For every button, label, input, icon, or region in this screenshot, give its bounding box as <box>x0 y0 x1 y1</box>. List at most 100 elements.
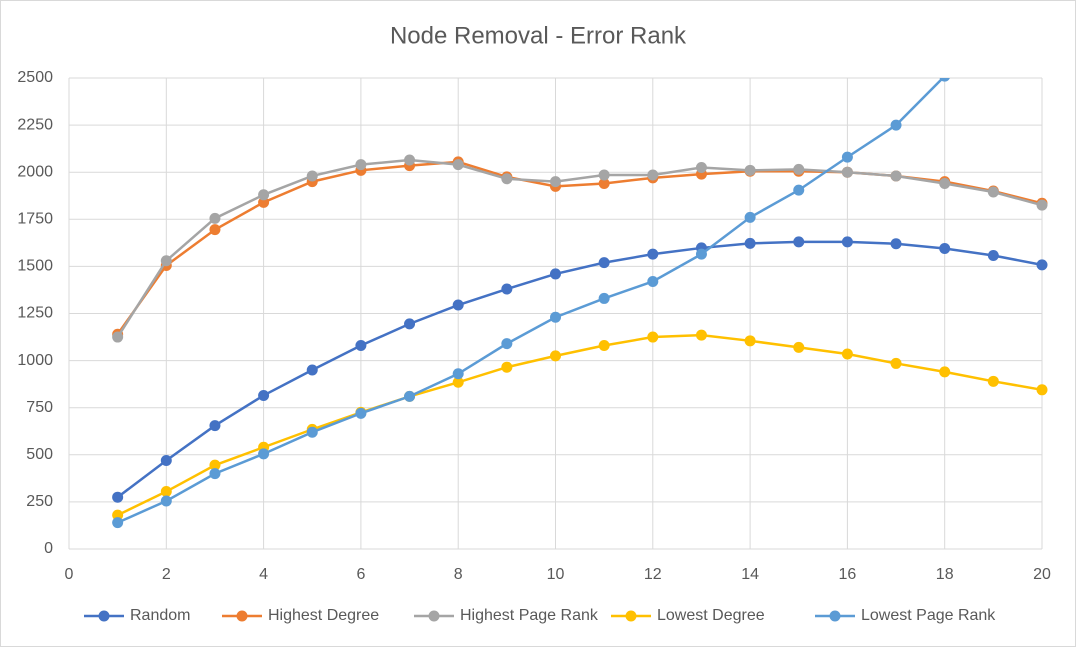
x-tick-label: 12 <box>644 566 662 583</box>
legend-marker <box>236 610 248 622</box>
legend-label: Highest Page Rank <box>460 607 599 624</box>
series-line <box>116 158 1043 338</box>
y-tick-label: 2000 <box>17 163 53 180</box>
data-point <box>793 236 805 248</box>
data-point <box>209 420 221 432</box>
y-tick-label: 0 <box>44 540 53 557</box>
legend-label: Lowest Page Rank <box>861 607 996 624</box>
legend-marker <box>428 610 440 622</box>
data-point <box>209 459 221 471</box>
data-point <box>258 389 270 401</box>
data-point <box>890 119 902 131</box>
plot-area <box>112 78 1048 529</box>
legend-label: Lowest Degree <box>657 607 765 624</box>
data-point <box>501 283 513 295</box>
data-point <box>501 338 513 350</box>
data-point <box>258 448 270 460</box>
y-tick-label: 1500 <box>17 258 53 275</box>
x-tick-label: 8 <box>454 566 463 583</box>
data-point <box>793 163 805 175</box>
data-point <box>160 486 172 498</box>
data-point <box>452 159 464 171</box>
data-point <box>598 257 610 269</box>
y-tick-label: 1750 <box>17 211 53 228</box>
data-point <box>793 184 805 196</box>
data-point <box>647 169 659 181</box>
data-point <box>501 173 513 185</box>
data-point <box>355 407 367 419</box>
data-point <box>890 238 902 250</box>
data-point <box>598 292 610 304</box>
y-tick-label: 1250 <box>17 305 53 322</box>
y-tick-label: 2250 <box>17 116 53 133</box>
data-point <box>501 361 513 373</box>
data-point <box>939 78 950 82</box>
x-tick-label: 0 <box>65 566 74 583</box>
data-point <box>404 154 416 166</box>
x-tick-label: 20 <box>1033 566 1051 583</box>
data-point <box>160 454 172 466</box>
data-point <box>209 224 221 236</box>
data-point <box>744 237 756 249</box>
data-point <box>939 366 951 378</box>
data-point <box>404 390 416 402</box>
data-point <box>598 178 610 190</box>
legend-marker <box>625 610 637 622</box>
data-point <box>1036 199 1048 211</box>
legend: Random Highest Degree Highest Page Rank Low… <box>84 607 996 624</box>
data-point <box>160 255 172 267</box>
data-point <box>939 243 951 255</box>
legend-marker <box>829 610 841 622</box>
data-point <box>160 495 172 507</box>
y-tick-label: 500 <box>26 446 53 463</box>
series-line <box>116 240 1043 499</box>
series-line <box>117 78 945 524</box>
data-point <box>1036 259 1048 271</box>
data-point <box>258 189 270 201</box>
data-point <box>890 170 902 182</box>
data-point <box>987 186 999 198</box>
data-point <box>890 357 902 369</box>
data-point <box>209 468 221 480</box>
data-point <box>404 318 416 330</box>
data-point <box>744 164 756 176</box>
y-tick-label: 2500 <box>17 69 53 86</box>
data-point <box>987 249 999 261</box>
data-point <box>841 166 853 178</box>
data-point <box>452 376 464 388</box>
data-point <box>647 331 659 343</box>
data-point <box>987 375 999 387</box>
y-tick-label: 750 <box>26 399 53 416</box>
legend-marker <box>98 610 110 622</box>
data-point <box>744 335 756 347</box>
data-point <box>355 159 367 171</box>
data-point <box>258 196 270 208</box>
data-point <box>112 491 124 503</box>
data-point <box>306 364 318 376</box>
data-point <box>598 169 610 181</box>
data-point <box>695 329 707 341</box>
data-point <box>452 299 464 311</box>
data-point <box>550 311 561 323</box>
x-tick-label: 16 <box>839 566 857 583</box>
data-point <box>112 331 124 343</box>
data-point <box>550 176 561 188</box>
data-point <box>306 426 318 438</box>
data-point <box>306 170 318 182</box>
data-point <box>112 517 124 529</box>
data-point <box>112 509 124 521</box>
x-tick-label: 10 <box>547 566 565 583</box>
x-tick-label: 2 <box>162 566 171 583</box>
data-point <box>355 340 367 352</box>
data-point <box>939 178 951 190</box>
x-tick-label: 18 <box>936 566 954 583</box>
x-tick-label: 4 <box>259 566 268 583</box>
data-point <box>841 236 853 248</box>
data-point <box>793 341 805 353</box>
data-point <box>550 350 561 362</box>
x-tick-label: 6 <box>356 566 365 583</box>
data-point <box>744 211 756 223</box>
data-point <box>1036 384 1048 396</box>
